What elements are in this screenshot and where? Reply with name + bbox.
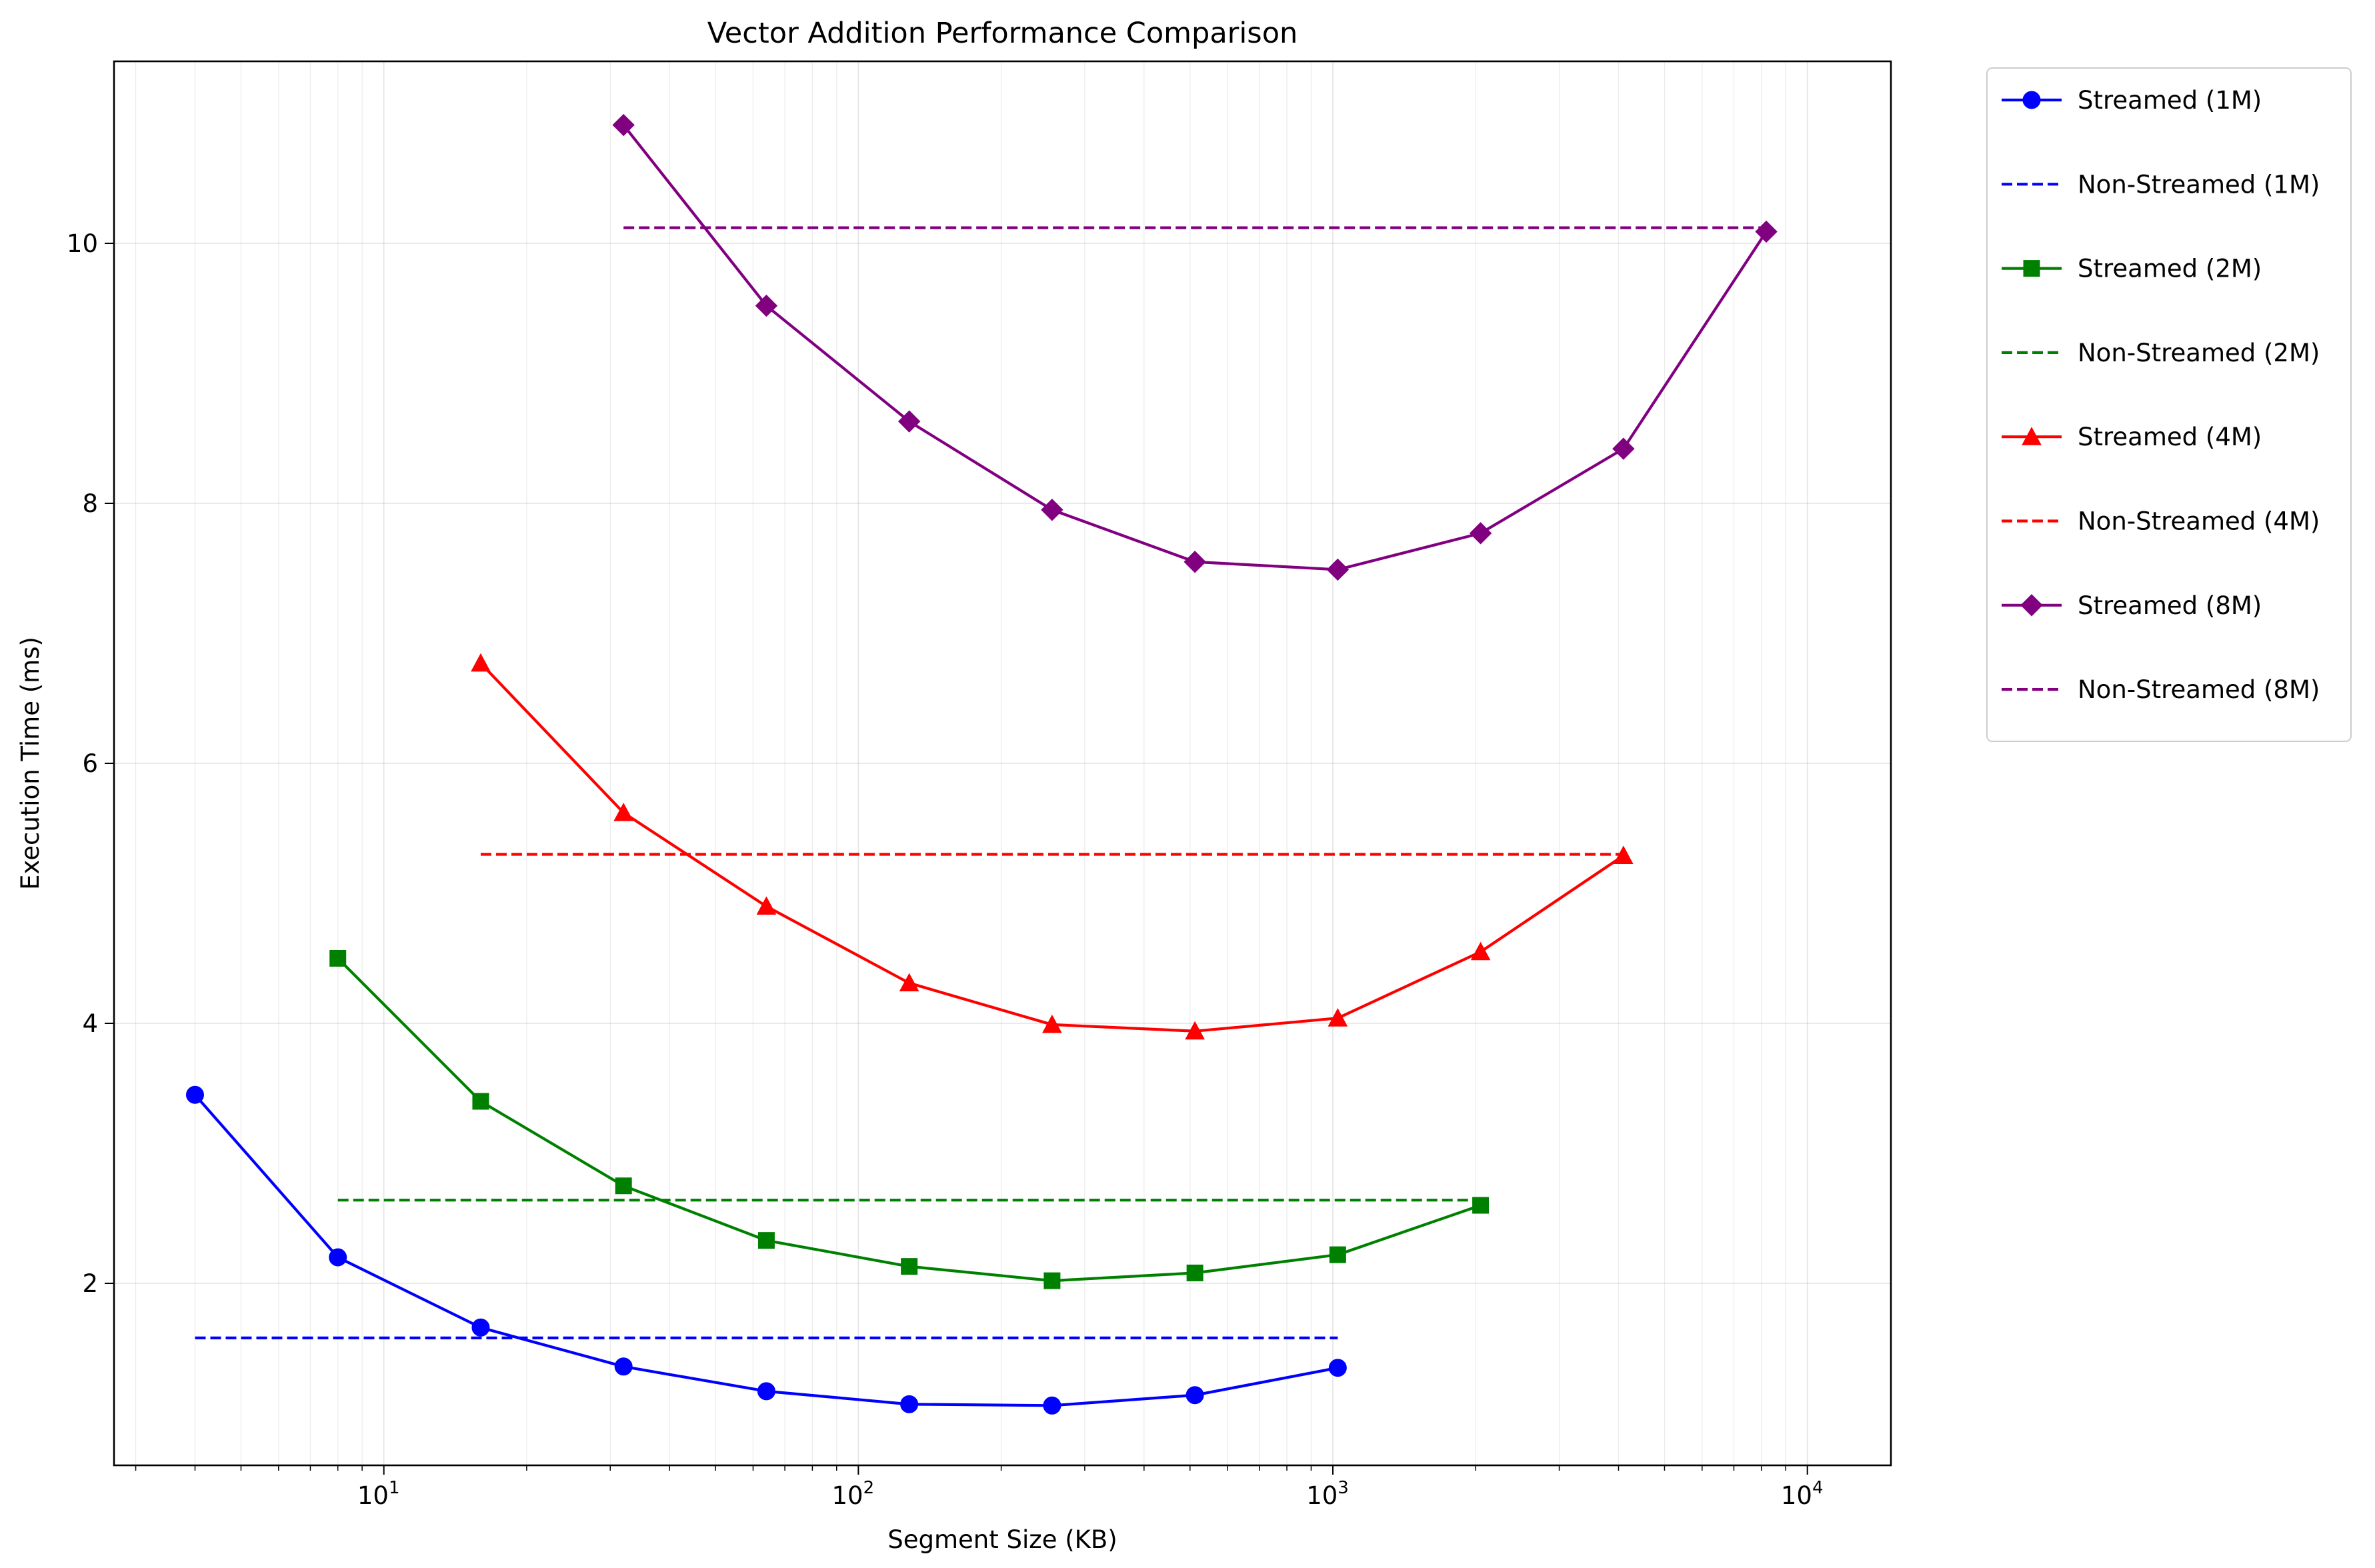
legend: Streamed (1M) Non-Streamed (1M) Streamed (… [1986, 67, 2352, 742]
grid [114, 61, 1891, 1465]
data-point [1328, 1008, 1348, 1027]
chart-title: Vector Addition Performance Comparison [707, 17, 1298, 50]
data-point [757, 1382, 775, 1401]
data-point [1042, 1014, 1062, 1033]
data-point [615, 1177, 632, 1195]
data-point [1470, 941, 1491, 961]
x-tick-exponent: 3 [1338, 1478, 1349, 1498]
data-point [899, 973, 919, 992]
legend-box [1986, 67, 2352, 742]
series-group [185, 113, 1778, 1415]
legend-item: Streamed (1M) [2002, 86, 2262, 115]
y-tick-label: 2 [82, 1269, 98, 1298]
data-point [1183, 551, 1206, 573]
data-point [1185, 1386, 1204, 1405]
x-tick-label: 103 [1306, 1478, 1349, 1510]
data-point [613, 803, 634, 821]
data-point [472, 1093, 489, 1110]
y-tick-label: 8 [82, 489, 98, 518]
x-tick-label: 104 [1781, 1478, 1824, 1510]
data-point [471, 1318, 490, 1337]
x-tick-base: 10 [832, 1481, 863, 1510]
x-tick-base: 10 [1781, 1481, 1812, 1510]
series-streamed-8m [612, 113, 1778, 581]
data-point [185, 1085, 204, 1104]
x-tick-base: 10 [1306, 1481, 1338, 1510]
legend-marker-swatch [2023, 260, 2040, 277]
x-tick-exponent: 1 [389, 1478, 400, 1498]
legend-label: Non-Streamed (4M) [2078, 507, 2320, 536]
y-axis-label: Execution Time (ms) [16, 637, 45, 890]
legend-item: Streamed (8M) [2002, 591, 2262, 620]
data-point [1043, 1272, 1061, 1289]
x-tick-label: 102 [832, 1478, 875, 1510]
series-streamed-4m [471, 653, 1634, 1040]
legend-item: Non-Streamed (4M) [2002, 507, 2320, 536]
data-point [1185, 1021, 1205, 1040]
legend-item: Non-Streamed (8M) [2002, 675, 2320, 704]
legend-item: Non-Streamed (1M) [2002, 170, 2320, 199]
data-point [1326, 558, 1350, 581]
legend-marker-swatch [2022, 427, 2042, 445]
x-tick-exponent: 2 [863, 1478, 875, 1498]
legend-label: Non-Streamed (2M) [2078, 339, 2320, 367]
data-point [471, 653, 491, 672]
data-point [901, 1258, 918, 1275]
legend-label: Streamed (4M) [2078, 423, 2262, 451]
series-streamed-1m [185, 1085, 1347, 1415]
data-point [1328, 1359, 1347, 1377]
legend-item: Non-Streamed (2M) [2002, 339, 2320, 367]
x-tick-label: 101 [357, 1478, 400, 1510]
data-point [1186, 1264, 1204, 1281]
y-tick-label: 10 [67, 229, 98, 258]
series-streamed-2m [329, 950, 1490, 1289]
data-point [755, 294, 778, 317]
data-point [614, 1357, 633, 1376]
x-tick-base: 10 [357, 1481, 389, 1510]
legend-label: Streamed (8M) [2078, 591, 2262, 620]
legend-label: Non-Streamed (8M) [2078, 675, 2320, 704]
legend-marker-swatch [2020, 594, 2043, 617]
data-point [897, 410, 921, 433]
x-axis-label: Segment Size (KB) [887, 1525, 1117, 1554]
legend-item: Streamed (4M) [2002, 423, 2262, 451]
data-point [1329, 1246, 1346, 1263]
data-point [612, 113, 635, 137]
legend-label: Streamed (2M) [2078, 255, 2262, 283]
data-point [329, 950, 347, 967]
data-point [756, 896, 777, 915]
x-tick-exponent: 4 [1812, 1478, 1824, 1498]
legend-label: Streamed (1M) [2078, 86, 2262, 115]
data-point [329, 1248, 347, 1267]
data-point [1612, 437, 1635, 460]
legend-label: Non-Streamed (1M) [2078, 170, 2320, 199]
data-point [757, 1232, 775, 1249]
data-point [1469, 522, 1492, 545]
data-point [900, 1395, 919, 1413]
legend-marker-swatch [2022, 91, 2041, 109]
data-point [1041, 499, 1063, 521]
y-tick-label: 4 [82, 1009, 98, 1038]
y-tick-label: 6 [82, 749, 98, 778]
legend-item: Streamed (2M) [2002, 255, 2262, 283]
data-point [1043, 1396, 1061, 1415]
